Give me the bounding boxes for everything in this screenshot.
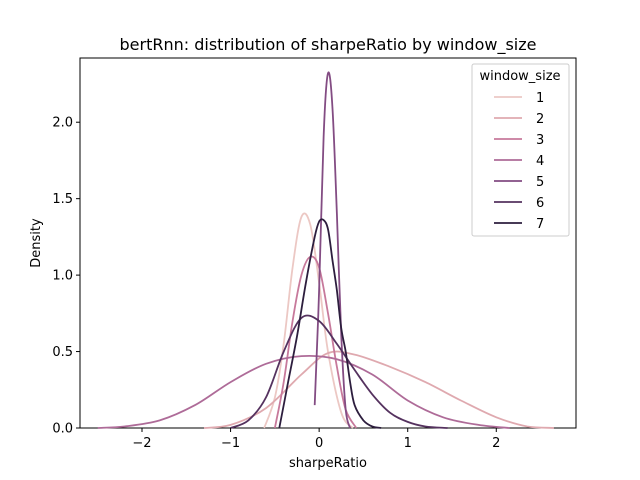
- x-tick-label: 0: [315, 436, 323, 451]
- y-axis-label: Density: [29, 218, 44, 268]
- density-line-5: [313, 71, 351, 429]
- legend-title: window_size: [479, 69, 560, 84]
- legend: window_size 1 2 3 4 5 6 7: [471, 63, 570, 237]
- legend-label-2: 2: [536, 112, 544, 127]
- x-axis-ticks: −2 −1 0 1 2: [132, 428, 500, 451]
- y-tick-label: 1.5: [52, 192, 73, 207]
- density-line-6: [230, 314, 448, 429]
- y-tick-label: 2.0: [52, 116, 73, 131]
- x-tick-label: −2: [132, 436, 151, 451]
- legend-label-7: 7: [536, 217, 544, 232]
- legend-label-4: 4: [536, 154, 544, 169]
- density-line-4: [97, 354, 510, 429]
- x-tick-label: −1: [221, 436, 240, 451]
- y-tick-label: 0.0: [52, 422, 73, 437]
- x-tick-label: 2: [492, 436, 500, 451]
- y-tick-label: 0.5: [52, 345, 73, 360]
- legend-label-6: 6: [536, 196, 544, 211]
- density-curves: [97, 71, 554, 429]
- chart-title: bertRnn: distribution of sharpeRatio by …: [120, 35, 537, 55]
- x-tick-label: 1: [404, 436, 412, 451]
- plot-area: [79, 57, 577, 429]
- legend-label-5: 5: [536, 175, 544, 190]
- density-line-3: [274, 255, 358, 429]
- legend-items: 1 2 3 4 5 6 7: [494, 91, 544, 232]
- legend-label-1: 1: [536, 91, 544, 106]
- density-line-1: [263, 212, 354, 429]
- density-line-2: [203, 350, 554, 429]
- y-tick-label: 1.0: [52, 269, 73, 284]
- legend-box: [471, 63, 570, 237]
- density-line-7: [278, 218, 382, 429]
- y-axis-ticks: 0.0 0.5 1.0 1.5 2.0: [52, 116, 80, 437]
- legend-label-3: 3: [536, 133, 544, 148]
- x-axis-label: sharpeRatio: [289, 456, 367, 471]
